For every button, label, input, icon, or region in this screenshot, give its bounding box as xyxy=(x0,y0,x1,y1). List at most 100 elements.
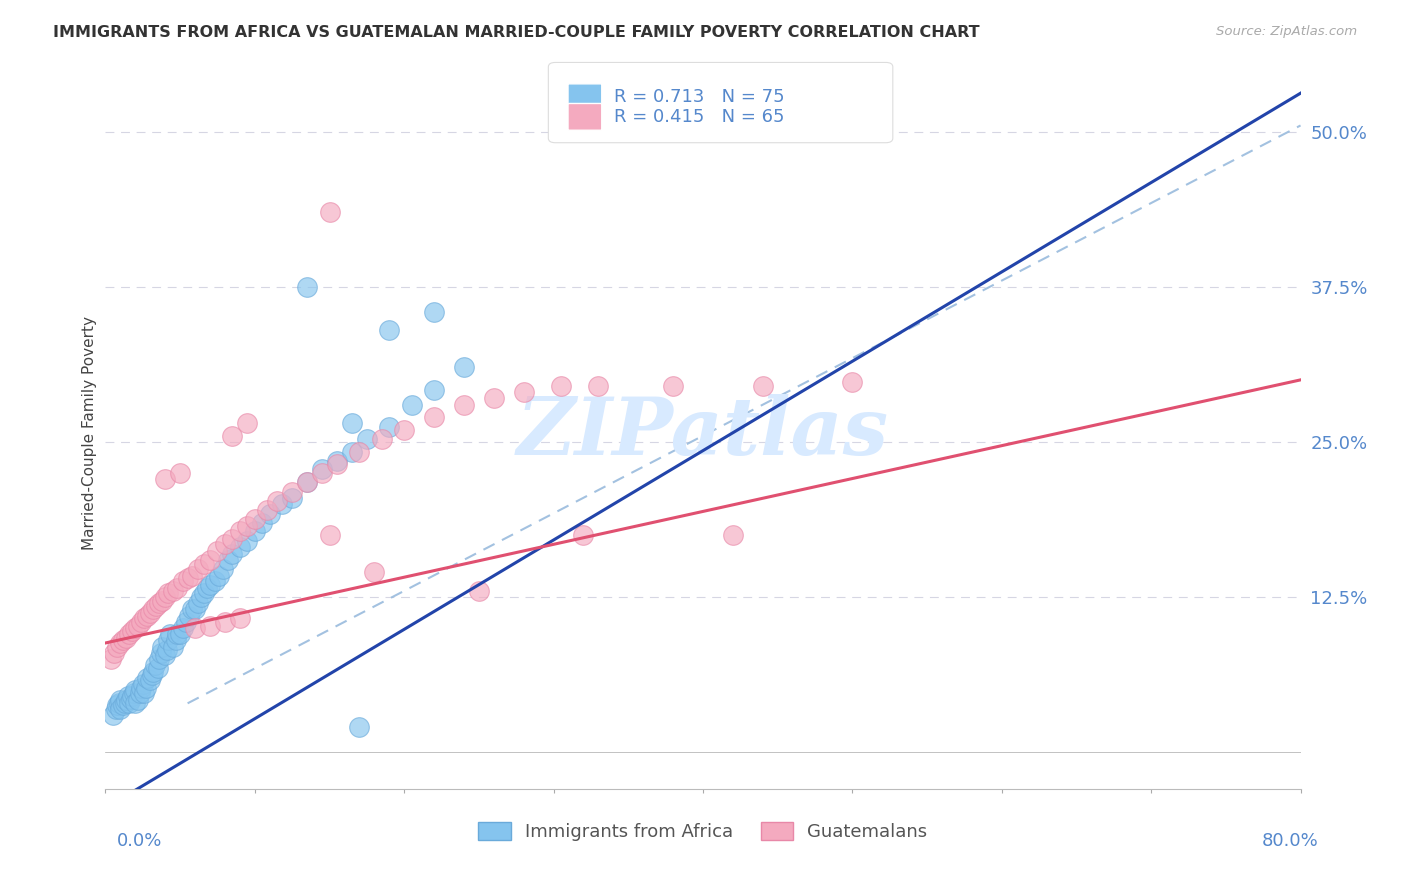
Point xyxy=(107,698,129,712)
Point xyxy=(295,280,318,294)
Point xyxy=(453,398,475,412)
Point xyxy=(187,596,209,610)
Point xyxy=(356,433,378,447)
Point xyxy=(141,668,163,682)
Point xyxy=(157,633,180,648)
Point xyxy=(155,590,177,604)
Point xyxy=(148,596,170,610)
Point xyxy=(190,590,212,604)
Point xyxy=(139,673,162,688)
Point xyxy=(110,693,132,707)
Point xyxy=(187,561,209,575)
Point xyxy=(177,608,201,623)
Y-axis label: Married-Couple Family Poverty: Married-Couple Family Poverty xyxy=(82,316,97,549)
Point xyxy=(252,516,274,530)
Point xyxy=(110,636,132,650)
Point xyxy=(326,457,349,471)
Point xyxy=(156,643,179,657)
Point xyxy=(550,379,572,393)
Point xyxy=(134,611,156,625)
Text: R = 0.713   N = 75: R = 0.713 N = 75 xyxy=(614,88,785,106)
Point xyxy=(266,494,288,508)
Point xyxy=(136,671,159,685)
Point xyxy=(115,693,138,707)
Point xyxy=(114,696,136,710)
Point xyxy=(318,205,340,219)
Point xyxy=(121,624,143,638)
Point xyxy=(229,541,252,555)
Point xyxy=(118,627,141,641)
Point xyxy=(721,528,744,542)
Point xyxy=(103,646,125,660)
Point xyxy=(181,569,204,583)
Point xyxy=(229,524,252,539)
Point xyxy=(166,582,188,596)
Point xyxy=(145,599,167,613)
Point xyxy=(453,360,475,375)
Point xyxy=(104,702,127,716)
Point xyxy=(243,524,266,539)
Point xyxy=(751,379,773,393)
Point xyxy=(401,398,423,412)
Point xyxy=(169,466,191,480)
Point xyxy=(349,445,371,459)
Point xyxy=(129,615,153,629)
Point xyxy=(482,392,505,406)
Point xyxy=(326,453,349,467)
Point xyxy=(270,497,292,511)
Point xyxy=(128,685,150,699)
Point xyxy=(229,611,252,625)
Point xyxy=(142,665,165,679)
Point xyxy=(169,627,191,641)
Point xyxy=(184,602,207,616)
Point xyxy=(155,472,177,486)
Point xyxy=(208,569,231,583)
Point xyxy=(181,602,204,616)
Point xyxy=(135,681,157,695)
Point xyxy=(124,683,146,698)
Point xyxy=(176,571,198,585)
Point xyxy=(394,423,416,437)
Point xyxy=(236,534,259,549)
Point xyxy=(118,696,141,710)
Point xyxy=(159,627,181,641)
Point xyxy=(214,537,236,551)
Point xyxy=(193,557,215,571)
Point xyxy=(221,428,243,442)
Point xyxy=(236,417,259,431)
Point xyxy=(121,690,143,704)
Point xyxy=(841,376,863,390)
Point xyxy=(259,507,281,521)
Point xyxy=(101,708,124,723)
Point xyxy=(108,696,131,710)
Text: 0.0%: 0.0% xyxy=(117,831,162,849)
Point xyxy=(318,528,340,542)
Point xyxy=(340,417,363,431)
Point xyxy=(236,519,259,533)
Text: R = 0.415   N = 65: R = 0.415 N = 65 xyxy=(614,108,785,126)
Point xyxy=(212,561,235,575)
Point xyxy=(468,583,491,598)
Point xyxy=(134,685,156,699)
Point xyxy=(143,658,166,673)
Point xyxy=(378,323,401,337)
Point xyxy=(662,379,685,393)
Text: 80.0%: 80.0% xyxy=(1263,831,1319,849)
Point xyxy=(117,690,139,704)
Point xyxy=(100,652,122,666)
Point xyxy=(172,574,194,588)
Point xyxy=(378,420,401,434)
Point xyxy=(136,608,159,623)
Point xyxy=(281,484,304,499)
Point xyxy=(172,621,194,635)
Point xyxy=(513,385,536,400)
Point xyxy=(193,586,215,600)
Point xyxy=(115,631,138,645)
Point xyxy=(588,379,610,393)
Point xyxy=(127,618,149,632)
Point xyxy=(311,466,333,480)
Point xyxy=(142,602,165,616)
Text: Source: ZipAtlas.com: Source: ZipAtlas.com xyxy=(1216,25,1357,38)
Point xyxy=(110,702,132,716)
Point xyxy=(423,410,446,425)
